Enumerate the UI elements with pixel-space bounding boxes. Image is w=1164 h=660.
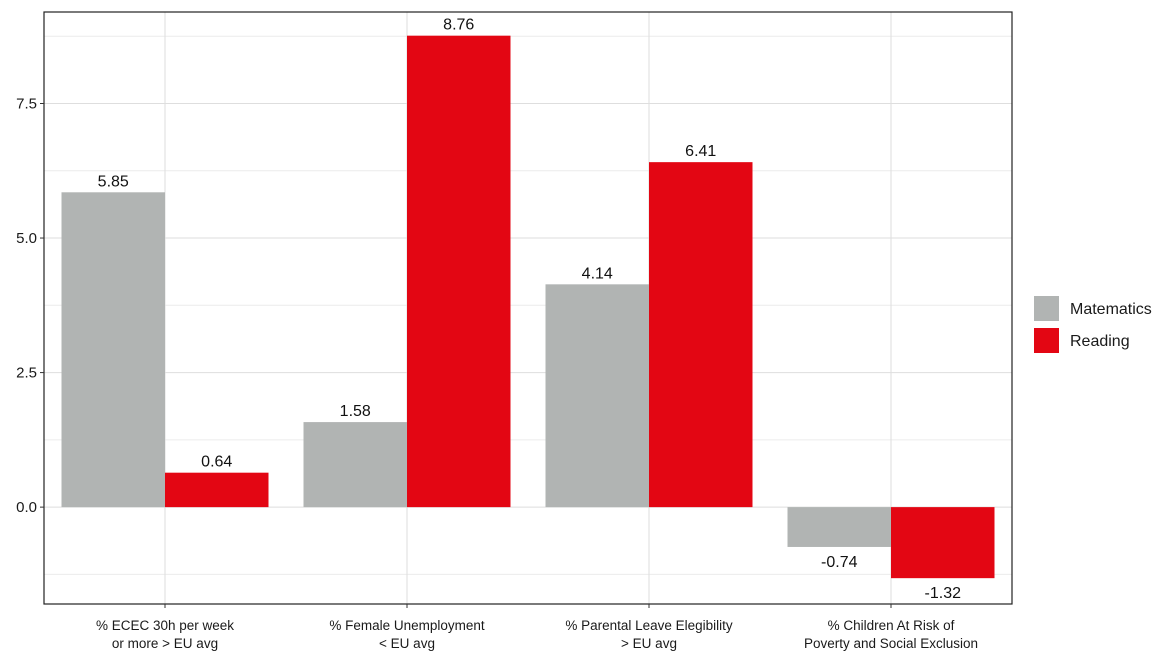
legend-label: Matematics <box>1070 301 1152 318</box>
data-label: 4.14 <box>582 265 613 282</box>
legend: Matematics Reading <box>1034 296 1152 353</box>
x-tick-label: % Female Unemployment < EU avg <box>329 618 485 651</box>
data-label: -0.74 <box>821 554 858 571</box>
data-label: 6.41 <box>685 143 716 160</box>
y-tick-label: 7.5 <box>16 95 37 112</box>
legend-swatch <box>1034 328 1059 353</box>
x-axis: % ECEC 30h per week or more > EU avg % Fem… <box>96 604 978 651</box>
bars <box>61 35 995 579</box>
bar-matematics <box>787 507 891 547</box>
y-axis: 0.0 2.5 5.0 7.5 <box>16 95 44 516</box>
data-label: -1.32 <box>925 585 962 602</box>
bar-matematics <box>303 422 407 508</box>
bar-reading <box>649 162 753 508</box>
data-label: 1.58 <box>340 403 371 420</box>
legend-label: Reading <box>1070 333 1130 350</box>
bar-matematics <box>545 284 649 508</box>
bar-matematics <box>61 192 165 508</box>
data-labels: 5.85 1.58 4.14 -0.74 0.64 8.76 6.41 -1.32 <box>98 17 961 602</box>
x-tick-label: % Children At Risk of Poverty and Social … <box>804 618 978 651</box>
bar-reading <box>891 507 995 579</box>
plot-border <box>43 11 1013 605</box>
data-label: 5.85 <box>98 173 129 190</box>
legend-swatch <box>1034 296 1059 321</box>
x-tick-label: % Parental Leave Elegibility > EU avg <box>565 618 733 651</box>
bar-reading <box>407 35 511 508</box>
y-tick-label: 0.0 <box>16 499 37 516</box>
y-tick-label: 2.5 <box>16 365 37 382</box>
x-tick-label: % ECEC 30h per week or more > EU avg <box>96 618 234 651</box>
data-label: 8.76 <box>443 17 474 34</box>
y-tick-label: 5.0 <box>16 230 37 247</box>
data-label: 0.64 <box>201 454 232 471</box>
bar-reading <box>165 472 269 508</box>
